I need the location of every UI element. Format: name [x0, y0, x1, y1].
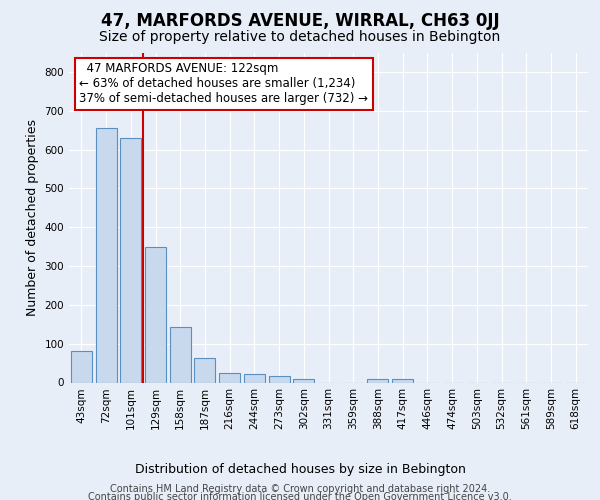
Bar: [392, 380, 413, 382]
Text: Contains HM Land Registry data © Crown copyright and database right 2024.: Contains HM Land Registry data © Crown c…: [110, 484, 490, 494]
Y-axis label: Number of detached properties: Number of detached properties: [26, 119, 39, 316]
Bar: [170, 327, 191, 382]
Bar: [244, 374, 265, 382]
Text: Size of property relative to detached houses in Bebington: Size of property relative to detached ho…: [100, 30, 500, 44]
Bar: [367, 380, 388, 382]
Bar: [95, 128, 116, 382]
Bar: [194, 358, 215, 382]
Bar: [71, 350, 92, 382]
Text: 47 MARFORDS AVENUE: 122sqm
← 63% of detached houses are smaller (1,234)
37% of s: 47 MARFORDS AVENUE: 122sqm ← 63% of deta…: [79, 62, 368, 106]
Text: 47, MARFORDS AVENUE, WIRRAL, CH63 0JJ: 47, MARFORDS AVENUE, WIRRAL, CH63 0JJ: [101, 12, 499, 30]
Bar: [145, 246, 166, 382]
Bar: [269, 376, 290, 382]
Text: Distribution of detached houses by size in Bebington: Distribution of detached houses by size …: [134, 462, 466, 475]
Bar: [120, 138, 141, 382]
Bar: [219, 373, 240, 382]
Text: Contains public sector information licensed under the Open Government Licence v3: Contains public sector information licen…: [88, 492, 512, 500]
Bar: [293, 379, 314, 382]
